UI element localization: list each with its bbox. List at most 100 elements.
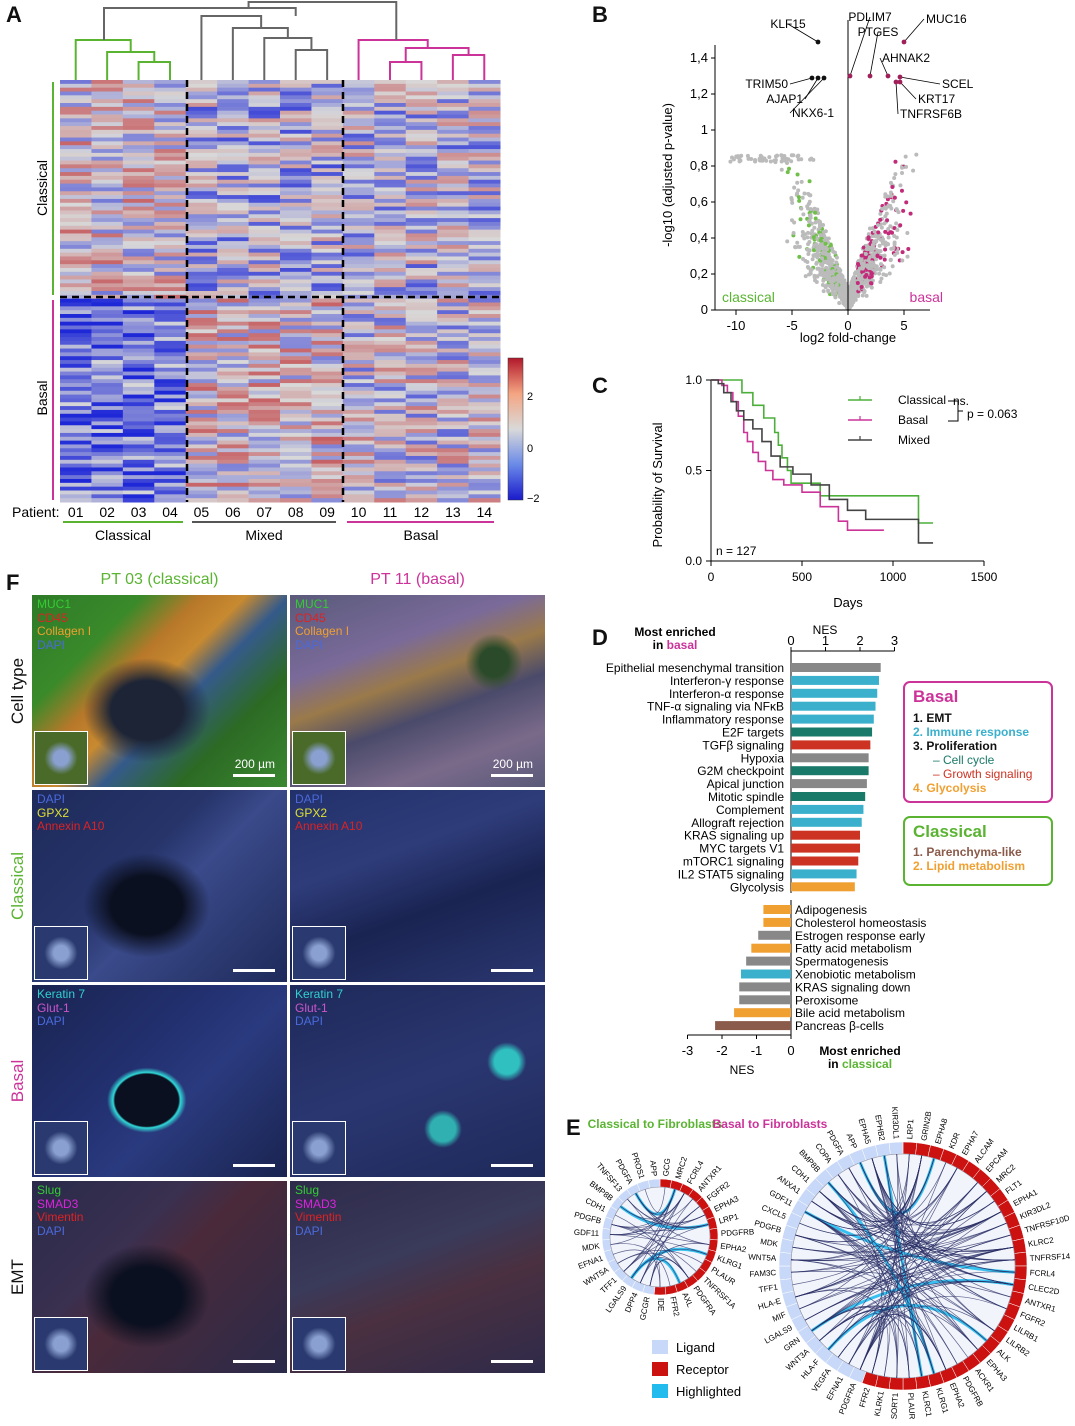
chord-link [859,1154,910,1213]
gene-label: SCEL [942,77,974,91]
heatmap-cell [405,198,438,204]
heatmap-cell [311,264,344,269]
chord-label: KLRC2 [1027,1235,1054,1248]
heatmap-cell [342,271,375,277]
chord-label: GDF11 [574,1228,600,1238]
heatmap-cell [185,348,218,353]
heatmap-cell [122,214,155,219]
volcano-point [830,283,835,288]
heatmap-cell [374,103,407,108]
volcano-point [892,195,897,200]
chord-label: FLT1 [1004,1178,1024,1196]
volcano-point [813,210,818,215]
channel-label: Annexin A10 [295,819,363,833]
heatmap-cell [248,314,281,319]
channel-label: CD45 [37,610,68,625]
nes-bottom-label-1: Most enriched [819,1044,900,1058]
heatmap-cell [311,352,344,357]
heatmap-cell [122,252,155,257]
heatmap-cell [154,475,187,480]
heatmap-cell [122,260,155,265]
heatmap-cell [154,333,187,338]
heatmap-cell [280,287,312,292]
heatmap-cell [91,321,124,327]
volcano-point [852,284,857,289]
volcano-point [894,221,899,226]
heatmap-cell [91,310,124,315]
heatmap-cell [374,168,407,173]
volcano-point [867,275,872,280]
heatmap-cell [217,271,250,277]
heatmap-cell [122,478,155,484]
heatmap-cell [280,440,312,445]
heatmap-cell [185,267,218,273]
heatmap-cell [311,156,344,162]
heatmap-cell [437,129,470,135]
heatmap-cell [342,467,375,472]
heatmap-cell [154,191,187,196]
legend-highlighted-swatch [652,1384,668,1398]
heatmap-cell [122,490,155,495]
heatmap-cell [217,156,250,162]
heatmap-cell [217,429,250,434]
heatmap-cell [248,95,281,100]
heatmap-cell [217,421,250,426]
micro-image-r1-c0: DAPI GPX2 Annexin A10 [32,790,287,982]
km-legend-basal: Basal [898,413,928,427]
nes-top-label-2: in basal [653,638,698,652]
heatmap-cell [405,333,438,338]
heatmap-cell [342,314,375,319]
volcano-point [911,168,916,173]
volcano-point [805,235,810,240]
heatmap-cell [468,287,501,292]
volcano-point [767,155,772,160]
heatmap-cell [342,490,375,495]
heatmap-cell [342,233,375,238]
heatmap-cell [185,114,218,119]
volcano-point [795,240,800,245]
nes-label-basal: TGFβ signaling [702,738,784,752]
heatmap-cell [154,452,187,457]
heatmap-cell [91,118,124,123]
dendrogram-branch [74,39,132,80]
channel-label: Glut-1 [295,1000,328,1015]
heatmap-cell [60,398,92,403]
volcano-point [824,236,829,241]
heatmap-cell [217,386,250,392]
heatmap-cell [437,122,470,127]
heatmap-cell [342,398,375,403]
volcano-point [796,188,801,193]
volcano-point [768,159,773,164]
heatmap-cell [468,498,501,503]
heatmap-cell [311,417,344,422]
volcano-point [894,207,899,212]
heatmap-cell [405,494,438,499]
heatmap-cell [311,314,344,319]
heatmap-cell [468,264,501,269]
heatmap-cell [311,241,344,246]
heatmap-cell [122,279,155,284]
heatmap-cell [91,114,124,119]
heatmap-cell [342,333,375,338]
volcano-point [914,152,919,157]
heatmap-cell [311,187,344,192]
heatmap-cell [60,348,92,353]
chord-label: CXCL5 [760,1203,788,1221]
heatmap-cell [60,225,92,231]
channel-label: MUC1 [37,597,72,611]
heatmap-cell [248,87,281,93]
heatmap-cell [311,152,344,158]
heatmap-cell [248,317,281,323]
heatmap-cell [437,256,470,261]
heatmap-cell [405,83,438,89]
heatmap-cell [185,459,218,465]
heatmap-cell [60,459,92,465]
heatmap-cell [280,367,312,373]
heatmap-cell [311,110,344,116]
heatmap-cell [122,198,155,204]
heatmap-cell [280,317,312,323]
chord-link [804,1211,978,1350]
heatmap-cell [122,271,155,277]
heatmap-cell [60,333,92,338]
heatmap-cell [311,298,344,304]
